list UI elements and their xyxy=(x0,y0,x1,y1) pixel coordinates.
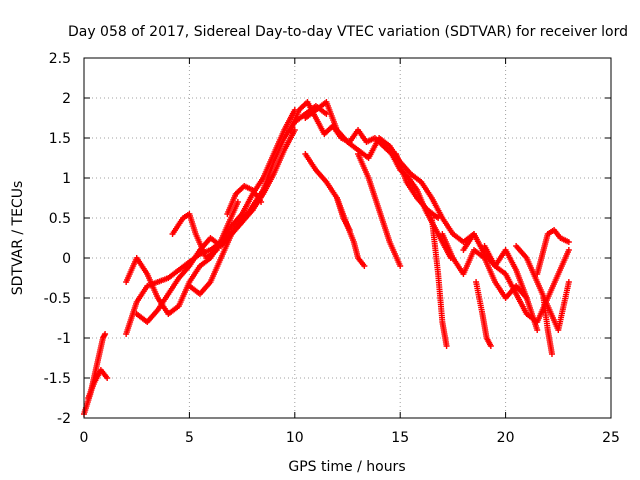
plot-frame xyxy=(83,57,612,419)
series-track-12 xyxy=(333,195,368,269)
data-point xyxy=(487,343,494,349)
series-track-21 xyxy=(534,227,572,277)
data-point xyxy=(534,327,541,333)
data-point xyxy=(258,199,265,205)
y-axis-label: SDTVAR / TECUs xyxy=(10,181,26,296)
data-point xyxy=(397,263,404,269)
x-tick-label: 0 xyxy=(80,430,89,446)
x-tick-label: 10 xyxy=(286,430,304,446)
x-tick-label: 15 xyxy=(391,430,409,446)
series-track-22 xyxy=(540,295,555,357)
series-track-18 xyxy=(473,279,494,349)
series-track-8 xyxy=(224,183,265,217)
y-tick-label: 0.5 xyxy=(49,211,71,227)
data-point xyxy=(249,207,256,213)
data-point xyxy=(104,375,111,381)
y-tick-labels: -2 -1.5 -1 -0.5 0 0.5 1 1.5 2 2.5 xyxy=(44,51,71,427)
ticks-layer xyxy=(83,57,612,419)
y-tick-label: 0 xyxy=(62,251,71,267)
series-track-6 xyxy=(169,199,241,261)
data-point xyxy=(565,279,572,285)
data-point xyxy=(565,247,572,253)
series-track-7 xyxy=(186,207,256,297)
x-tick-label: 25 xyxy=(602,430,620,446)
data-point xyxy=(361,263,368,269)
x-tick-label: 20 xyxy=(497,430,515,446)
data-point xyxy=(234,199,241,205)
data-point xyxy=(102,331,109,337)
y-tick-label: -1.5 xyxy=(44,371,71,387)
y-tick-label: -1 xyxy=(57,331,71,347)
data-marks xyxy=(81,99,572,417)
series-track-14 xyxy=(392,151,442,221)
series-track-19 xyxy=(481,243,541,333)
data-point xyxy=(565,239,572,245)
chart-title: Day 058 of 2017, Sidereal Day-to-day VTE… xyxy=(68,24,628,40)
data-point xyxy=(548,351,555,357)
y-tick-label: 2 xyxy=(62,91,71,107)
y-tick-label: -2 xyxy=(57,411,71,427)
x-axis-label: GPS time / hours xyxy=(288,459,405,475)
y-tick-label: 1.5 xyxy=(49,131,71,147)
series-track-2 xyxy=(85,367,111,401)
y-tick-label: 1 xyxy=(62,171,71,187)
x-tick-labels: 0 5 10 15 20 25 xyxy=(80,430,620,446)
data-point xyxy=(443,343,450,349)
y-tick-label: 2.5 xyxy=(49,51,71,67)
series-track-13 xyxy=(355,151,404,269)
series-track-15 xyxy=(428,215,450,349)
y-tick-label: -0.5 xyxy=(44,291,71,307)
data-point xyxy=(435,215,442,221)
x-tick-label: 5 xyxy=(185,430,194,446)
